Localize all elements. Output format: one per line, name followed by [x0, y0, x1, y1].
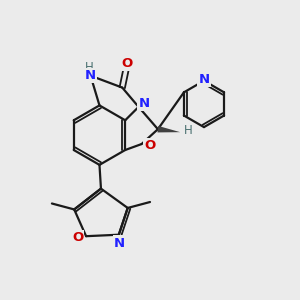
Text: N: N: [198, 73, 209, 86]
Text: H: H: [184, 124, 193, 137]
Text: O: O: [144, 139, 155, 152]
Text: N: N: [138, 98, 149, 110]
Text: H: H: [85, 61, 93, 74]
Text: N: N: [114, 236, 125, 250]
Polygon shape: [158, 126, 180, 132]
Text: N: N: [85, 69, 96, 82]
Text: O: O: [72, 231, 83, 244]
Text: O: O: [122, 57, 133, 70]
